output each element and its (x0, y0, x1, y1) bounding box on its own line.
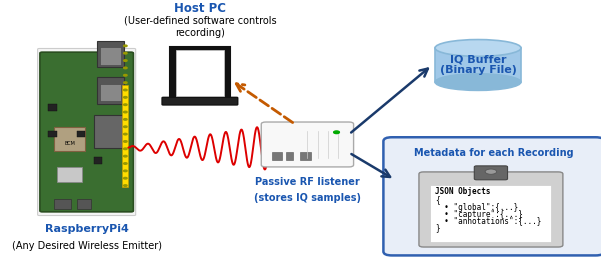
Circle shape (123, 82, 127, 83)
FancyBboxPatch shape (176, 50, 224, 96)
FancyBboxPatch shape (94, 157, 102, 163)
Text: • "capture":{...}: • "capture":{...} (435, 210, 523, 219)
Circle shape (123, 141, 127, 142)
FancyBboxPatch shape (474, 166, 507, 180)
FancyBboxPatch shape (286, 152, 293, 159)
Text: JSON Objects: JSON Objects (435, 187, 491, 196)
Text: recording): recording) (175, 28, 225, 38)
FancyBboxPatch shape (99, 84, 122, 101)
FancyBboxPatch shape (122, 85, 128, 187)
Text: • "global":{...}: • "global":{...} (435, 203, 518, 212)
Ellipse shape (435, 40, 521, 56)
FancyBboxPatch shape (94, 115, 125, 148)
FancyBboxPatch shape (54, 127, 85, 151)
Text: Metadata for each Recording: Metadata for each Recording (414, 148, 574, 158)
Circle shape (123, 111, 127, 113)
Circle shape (123, 97, 127, 98)
FancyBboxPatch shape (76, 199, 91, 209)
Circle shape (123, 126, 127, 128)
FancyBboxPatch shape (261, 122, 353, 167)
Text: (Any Desired Wireless Emitter): (Any Desired Wireless Emitter) (11, 241, 162, 251)
Circle shape (123, 155, 127, 157)
FancyBboxPatch shape (48, 105, 57, 111)
FancyBboxPatch shape (300, 152, 311, 159)
Circle shape (123, 163, 127, 164)
FancyBboxPatch shape (97, 77, 124, 104)
FancyBboxPatch shape (54, 199, 71, 209)
Text: Passive RF listener: Passive RF listener (255, 177, 360, 187)
Circle shape (334, 131, 340, 134)
FancyBboxPatch shape (99, 48, 122, 64)
Ellipse shape (435, 74, 521, 91)
Text: {: { (435, 195, 439, 204)
Circle shape (123, 89, 127, 91)
FancyBboxPatch shape (162, 97, 238, 105)
FancyBboxPatch shape (272, 152, 282, 159)
Circle shape (123, 53, 127, 54)
FancyBboxPatch shape (383, 137, 602, 256)
Circle shape (485, 169, 497, 174)
Circle shape (123, 185, 127, 186)
Text: (User-defined software controls: (User-defined software controls (123, 15, 276, 25)
FancyBboxPatch shape (40, 52, 134, 212)
FancyBboxPatch shape (97, 41, 124, 67)
Text: Host PC: Host PC (174, 2, 226, 15)
Text: • "annotations":{...}: • "annotations":{...} (435, 216, 541, 225)
Text: BCM: BCM (64, 141, 75, 146)
Text: }: } (435, 223, 439, 232)
Circle shape (123, 60, 127, 61)
Circle shape (123, 133, 127, 135)
Circle shape (123, 119, 127, 120)
Text: RaspberryPi4: RaspberryPi4 (45, 224, 129, 234)
Circle shape (123, 177, 127, 179)
Circle shape (123, 170, 127, 172)
FancyBboxPatch shape (76, 131, 85, 137)
Circle shape (123, 45, 127, 47)
Circle shape (123, 104, 127, 106)
FancyBboxPatch shape (419, 172, 563, 247)
Circle shape (123, 148, 127, 150)
Text: IQ Buffer: IQ Buffer (450, 55, 506, 65)
Text: (Binary File): (Binary File) (439, 65, 517, 75)
FancyBboxPatch shape (57, 167, 82, 182)
FancyBboxPatch shape (430, 185, 551, 242)
FancyBboxPatch shape (37, 49, 135, 215)
FancyBboxPatch shape (170, 47, 231, 99)
FancyBboxPatch shape (48, 131, 57, 137)
Text: (stores IQ samples): (stores IQ samples) (254, 193, 361, 203)
FancyBboxPatch shape (435, 48, 521, 82)
Circle shape (123, 67, 127, 69)
Circle shape (123, 74, 127, 76)
